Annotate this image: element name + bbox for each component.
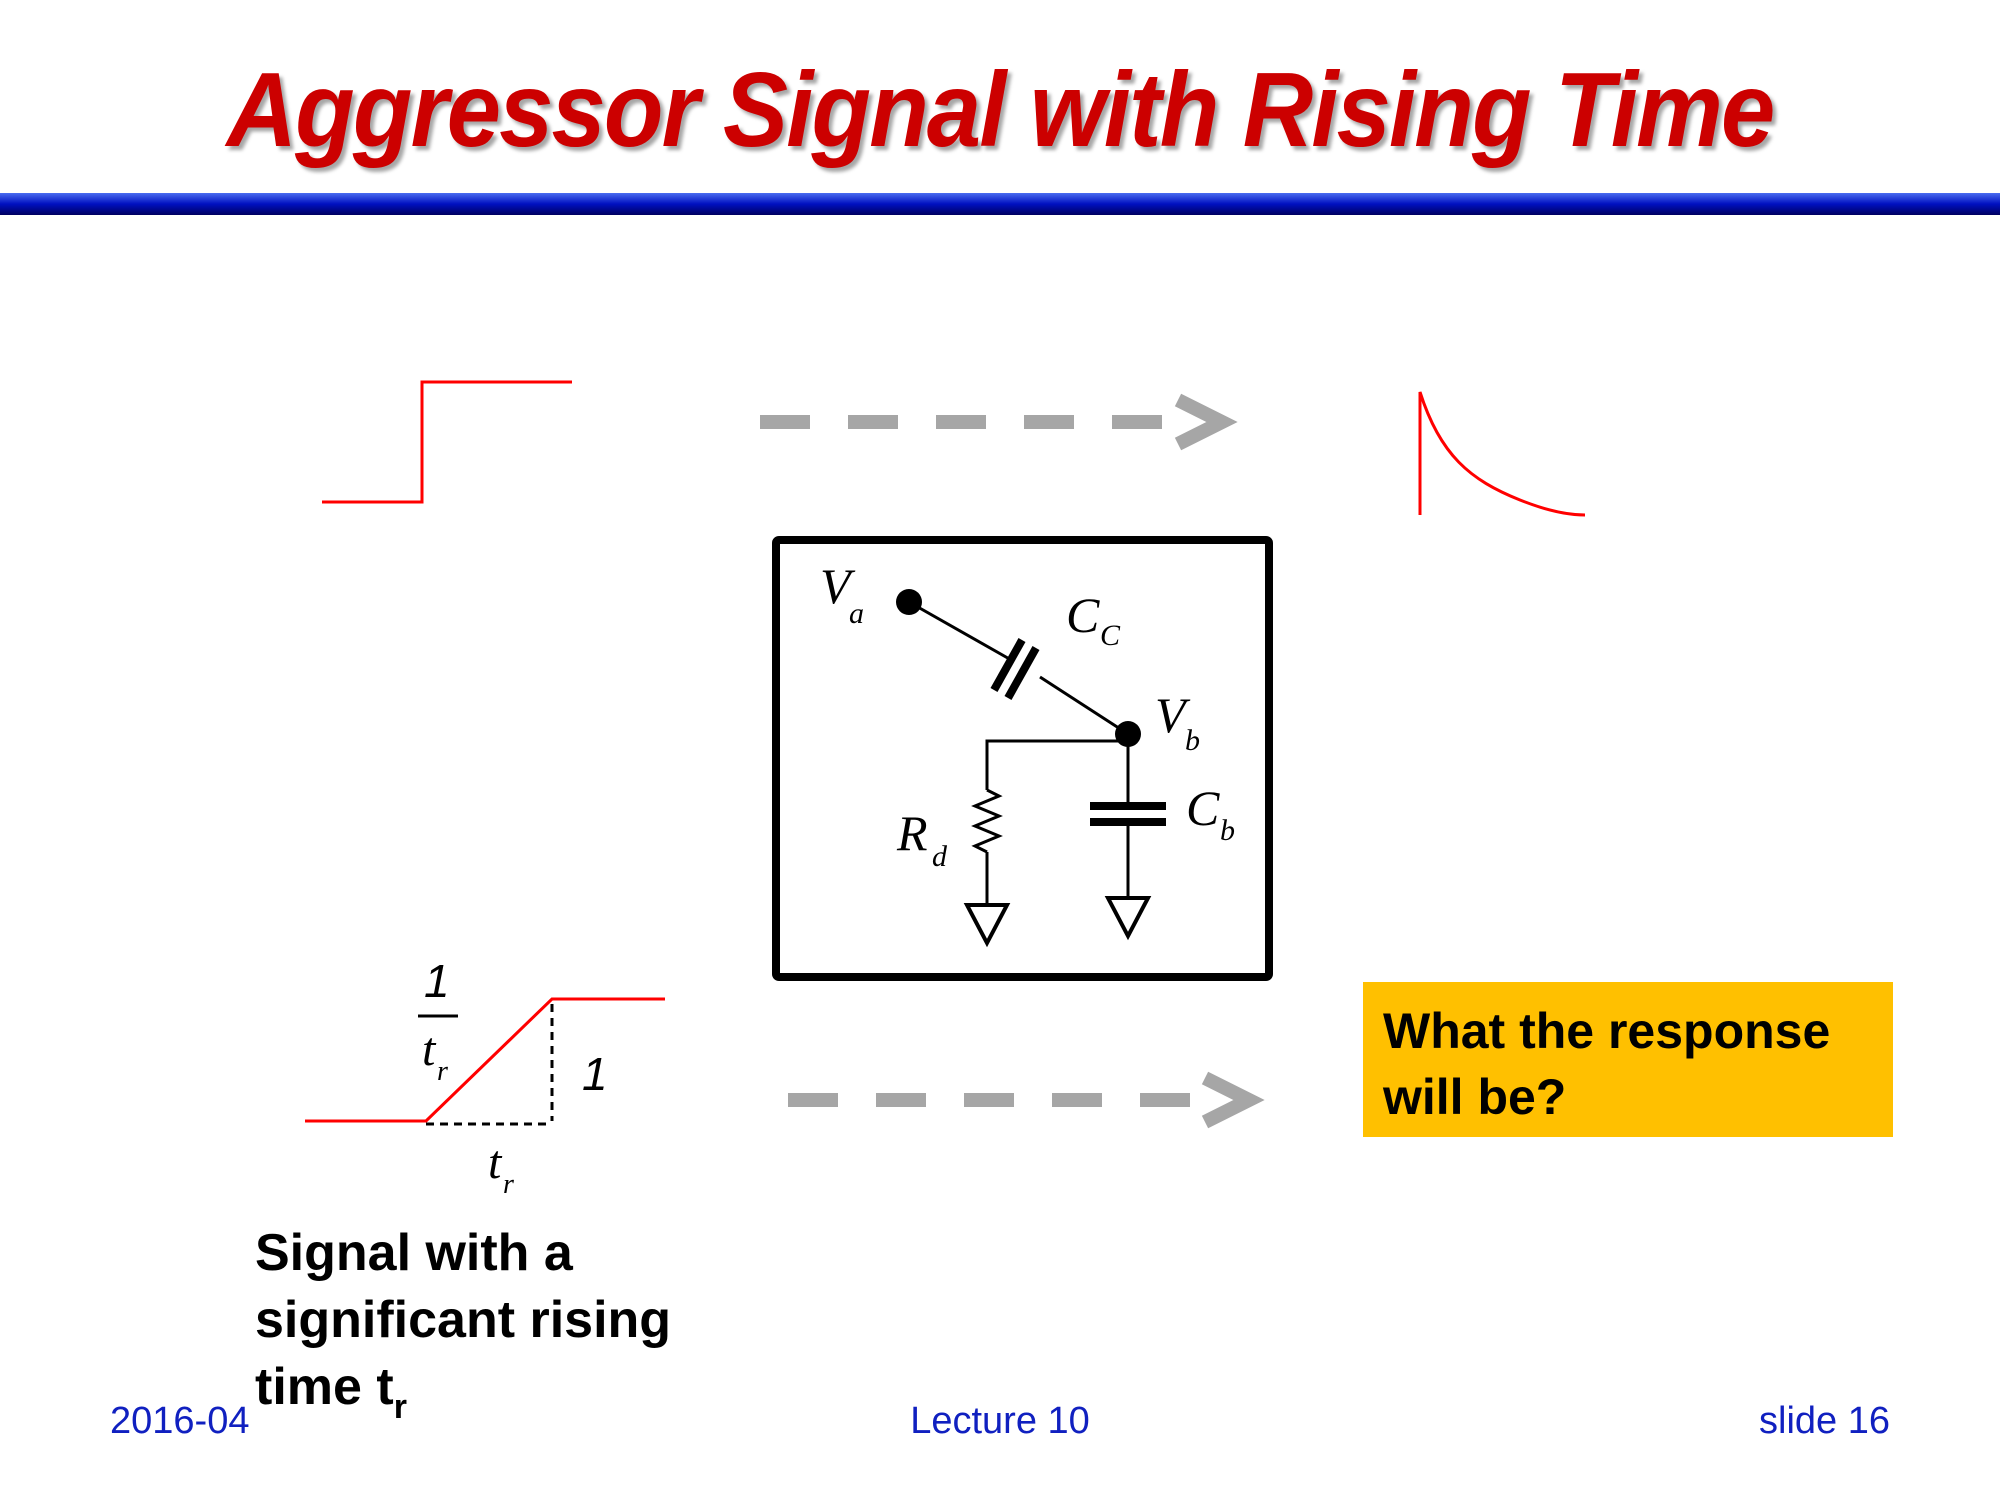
footer-date: 2016-04 (110, 1400, 250, 1442)
ramp-width-label: t (488, 1136, 503, 1189)
ramp-caption: Signal with a significant rising time tr (255, 1220, 775, 1441)
load-cap-subscript: b (1220, 814, 1235, 847)
footer-slide-number: slide 16 (1759, 1400, 1890, 1442)
slide-title: Aggressor Signal with Rising Time (226, 51, 1776, 169)
coupling-capacitor-symbol (990, 638, 1040, 700)
load-capacitor-symbol (1090, 802, 1166, 826)
ground-icon (963, 903, 1011, 948)
node-b-subscript: b (1185, 724, 1200, 757)
coupling-cap-label: C (1066, 587, 1100, 643)
slope-numerator: 1 (424, 955, 450, 1007)
circuit-box (772, 536, 1273, 981)
ramp-caption-text: Signal with a significant rising time t (255, 1224, 672, 1416)
question-callout: What the response will be? (1363, 982, 1893, 1137)
slope-denominator: t (422, 1023, 437, 1076)
node-a-label: V (820, 558, 856, 614)
top-dashed-arrow (760, 393, 1238, 451)
resistor-subscript: d (932, 840, 948, 873)
load-cap-label: C (1186, 780, 1220, 836)
node-b-dot (1115, 721, 1141, 747)
coupling-cap-subscript: C (1100, 619, 1121, 652)
ramp-input-waveform (305, 997, 665, 1123)
ramp-guides (426, 1004, 554, 1126)
step-input-waveform (322, 380, 572, 504)
resistor-label: R (896, 805, 928, 861)
title-divider (0, 193, 2000, 215)
node-a-dot (896, 589, 922, 615)
slope-denominator-subscript: r (437, 1056, 448, 1087)
node-b-label: V (1155, 687, 1191, 743)
node-a-subscript: a (849, 597, 864, 630)
footer-lecture: Lecture 10 (910, 1400, 1090, 1442)
step-response-waveform (1418, 391, 1586, 517)
bottom-dashed-arrow (788, 1071, 1265, 1129)
ramp-width-subscript: r (503, 1169, 514, 1200)
ramp-caption-subscript: r (393, 1388, 407, 1426)
ground-icon (1104, 896, 1152, 941)
ramp-height-label: 1 (582, 1048, 608, 1100)
coupling-circuit (908, 600, 1130, 905)
